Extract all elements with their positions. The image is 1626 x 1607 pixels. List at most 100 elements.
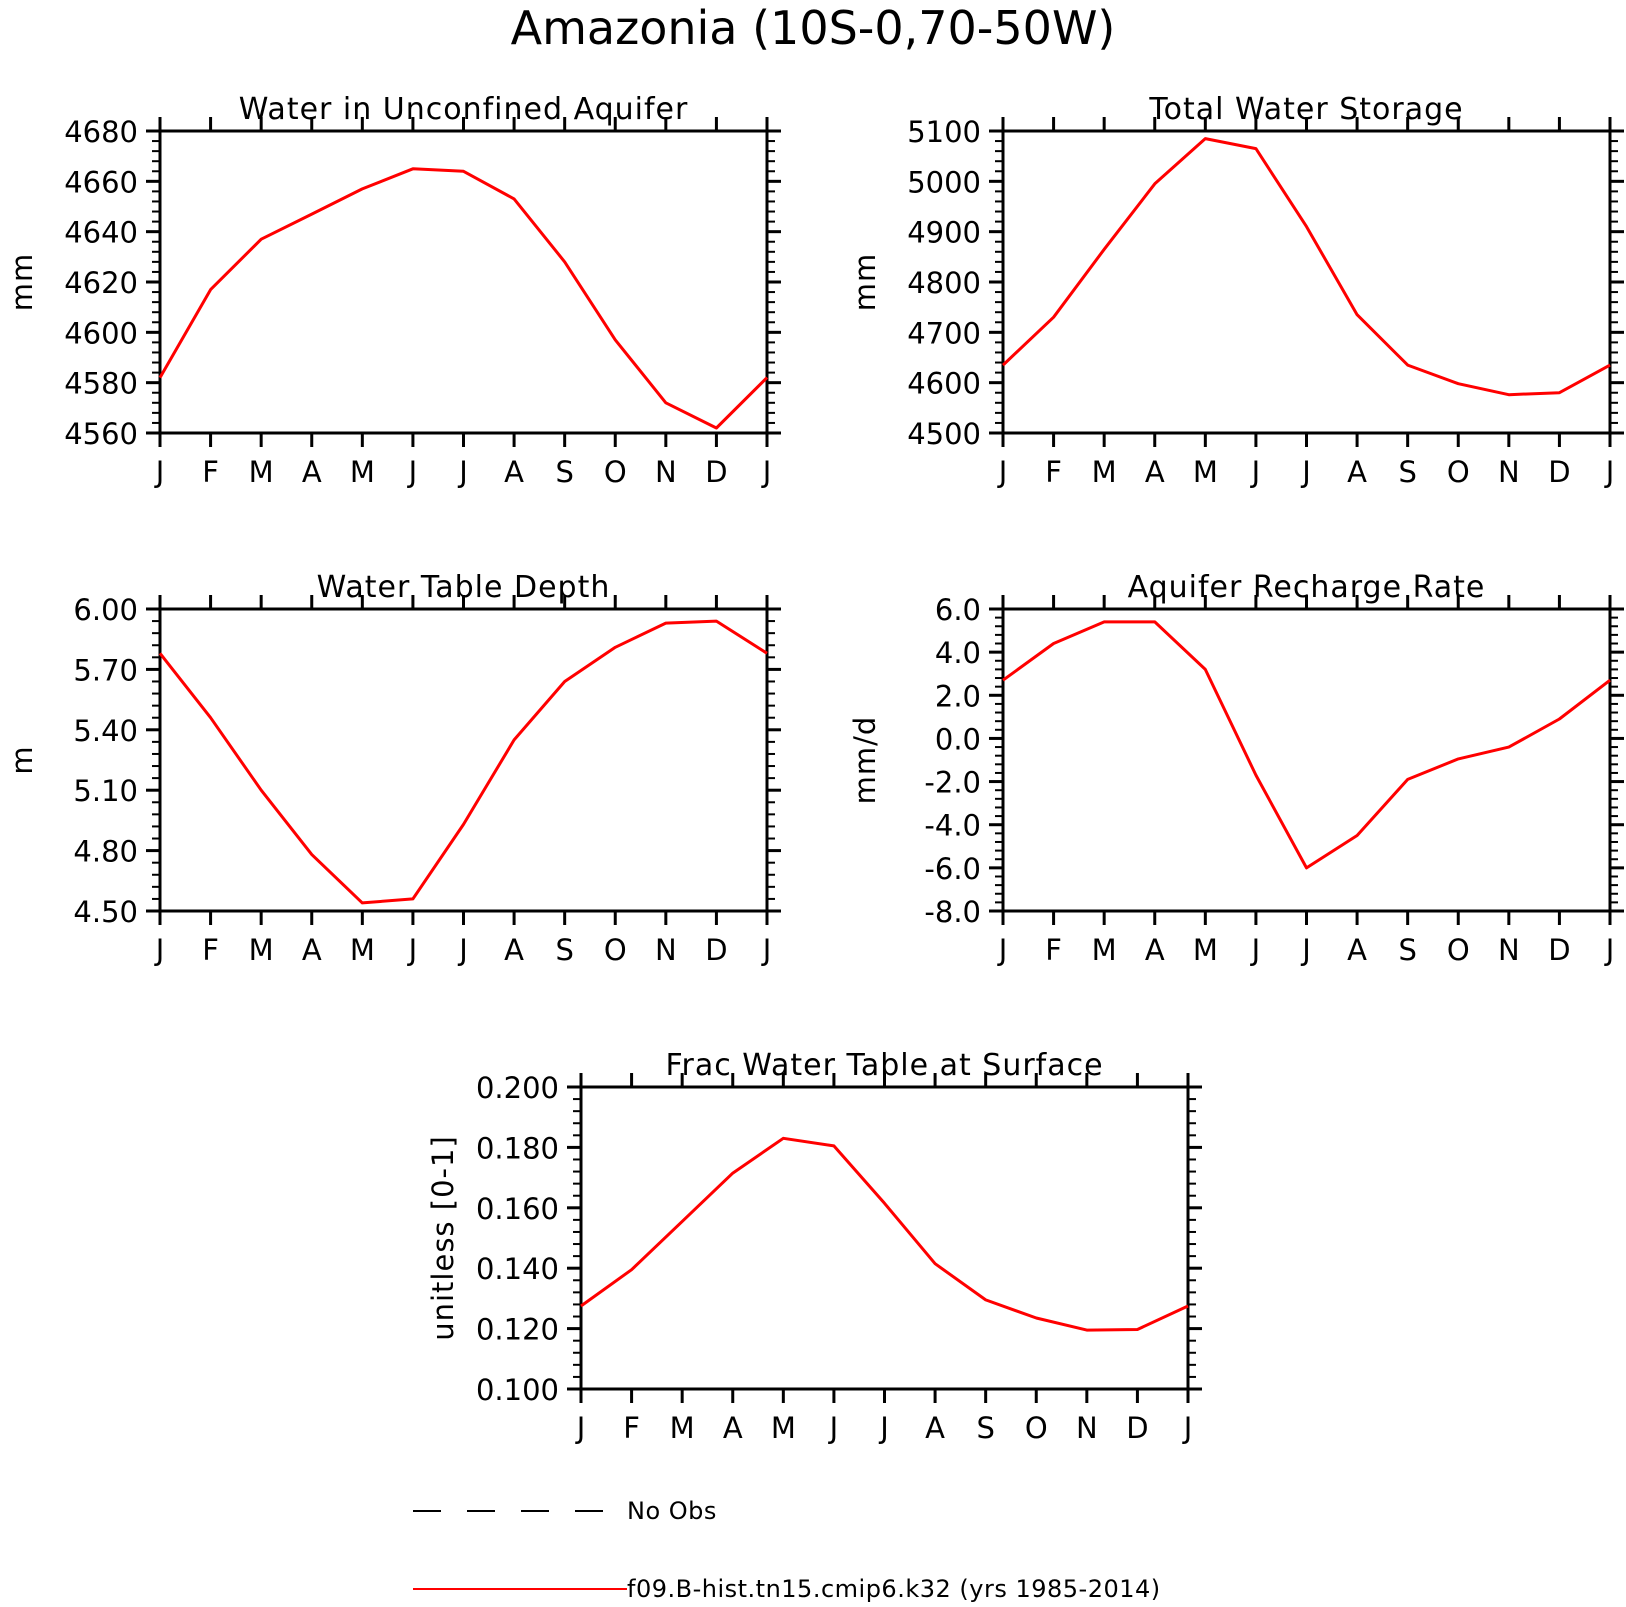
y-tick-label: 4660 [64, 165, 138, 199]
x-tick-label: F [202, 933, 219, 967]
x-tick-label: J [828, 1411, 839, 1445]
x-tick-label: J [407, 933, 418, 967]
y-tick-label: 0.140 [476, 1252, 559, 1286]
x-tick-label: J [1604, 455, 1615, 489]
y-tick-label: 6.0 [935, 593, 981, 627]
x-tick-label: J [1300, 933, 1311, 967]
y-tick-label: 4620 [64, 266, 138, 300]
x-tick-label: J [154, 455, 165, 489]
x-tick-label: M [771, 1411, 796, 1445]
y-tick-label: 5.10 [73, 774, 138, 808]
x-tick-label: D [1548, 933, 1570, 967]
x-tick-label: A [1347, 455, 1367, 489]
x-tick-label: A [302, 933, 322, 967]
x-tick-label: A [302, 455, 322, 489]
y-axis-label: mm [5, 253, 39, 312]
y-tick-label: 4600 [64, 316, 138, 350]
y-tick-label: 4900 [907, 216, 981, 250]
x-tick-label: F [1045, 933, 1062, 967]
x-tick-label: A [723, 1411, 743, 1445]
x-tick-label: J [1182, 1411, 1193, 1445]
x-tick-label: J [761, 933, 772, 967]
x-tick-label: N [655, 455, 677, 489]
x-tick-label: F [1045, 455, 1062, 489]
x-tick-label: A [925, 1411, 945, 1445]
x-tick-label: M [350, 455, 375, 489]
y-tick-label: 5.40 [73, 714, 138, 748]
series-line [158, 167, 769, 430]
y-tick-label: 0.160 [476, 1192, 559, 1226]
x-tick-label: J [1604, 933, 1615, 967]
series-line [1001, 137, 1611, 397]
y-tick-label: 4640 [64, 216, 138, 250]
x-tick-label: M [1092, 455, 1117, 489]
y-tick-label: 4580 [64, 367, 138, 401]
x-tick-label: M [670, 1411, 695, 1445]
y-axis-label: unitless [0-1] [426, 1135, 460, 1341]
y-tick-label: 2.0 [935, 679, 981, 713]
x-tick-label: N [1076, 1411, 1098, 1445]
x-tick-label: N [1498, 455, 1520, 489]
x-tick-label: A [1145, 455, 1165, 489]
x-tick-label: J [997, 933, 1008, 967]
x-tick-label: J [761, 455, 772, 489]
x-tick-label: S [1398, 455, 1416, 489]
legend-entry-model: f09.B-hist.tn15.cmip6.k32 (yrs 1985-2014… [413, 1575, 1161, 1603]
y-tick-label: 5.70 [73, 653, 138, 687]
x-tick-label: M [249, 455, 274, 489]
y-tick-label: -2.0 [924, 766, 981, 800]
y-tick-label: -6.0 [924, 852, 981, 886]
x-tick-label: O [604, 455, 627, 489]
y-tick-label: 4800 [907, 266, 981, 300]
x-tick-label: D [705, 933, 727, 967]
y-tick-label: 4.80 [73, 835, 138, 869]
x-tick-label: O [1447, 933, 1470, 967]
x-tick-label: S [976, 1411, 994, 1445]
y-tick-label: -4.0 [924, 809, 981, 843]
x-tick-label: D [1126, 1411, 1148, 1445]
y-tick-label: -8.0 [924, 895, 981, 929]
x-tick-label: A [1347, 933, 1367, 967]
x-tick-label: J [457, 455, 468, 489]
x-tick-label: N [655, 933, 677, 967]
legend-label: f09.B-hist.tn15.cmip6.k32 (yrs 1985-2014… [627, 1575, 1161, 1603]
x-tick-label: F [623, 1411, 640, 1445]
y-tick-label: 4700 [907, 316, 981, 350]
figure-title: Amazonia (10S-0,70-50W) [511, 1, 1116, 55]
series-line [158, 619, 768, 905]
x-tick-label: M [350, 933, 375, 967]
y-tick-label: 0.0 [935, 722, 981, 756]
y-tick-label: 0.120 [476, 1313, 559, 1347]
x-tick-label: M [1193, 933, 1218, 967]
x-tick-label: J [1300, 455, 1311, 489]
y-axis-label: mm [848, 253, 882, 312]
series-line [1002, 620, 1611, 870]
x-tick-label: F [202, 455, 219, 489]
y-tick-label: 4680 [64, 115, 138, 149]
y-axis-label: mm/d [848, 716, 882, 805]
x-tick-label: J [878, 1411, 889, 1445]
legend-label: No Obs [627, 1497, 717, 1525]
y-tick-label: 6.00 [73, 593, 138, 627]
x-tick-label: J [154, 933, 165, 967]
x-tick-label: J [997, 455, 1008, 489]
x-tick-label: J [1250, 455, 1261, 489]
y-tick-label: 4.50 [73, 895, 138, 929]
plot-frame [158, 607, 769, 913]
legend-entry-no-obs: No Obs [413, 1497, 717, 1525]
legend: No Obs f09.B-hist.tn15.cmip6.k32 (yrs 19… [413, 1497, 1161, 1603]
x-tick-label: J [575, 1411, 586, 1445]
x-tick-label: A [504, 455, 524, 489]
y-tick-label: 4.0 [935, 636, 981, 670]
series-line [580, 1136, 1189, 1332]
x-tick-label: M [249, 933, 274, 967]
x-tick-label: J [407, 455, 418, 489]
x-tick-label: J [457, 933, 468, 967]
y-tick-label: 5100 [907, 115, 981, 149]
y-tick-label: 4600 [907, 367, 981, 401]
x-tick-label: A [504, 933, 524, 967]
